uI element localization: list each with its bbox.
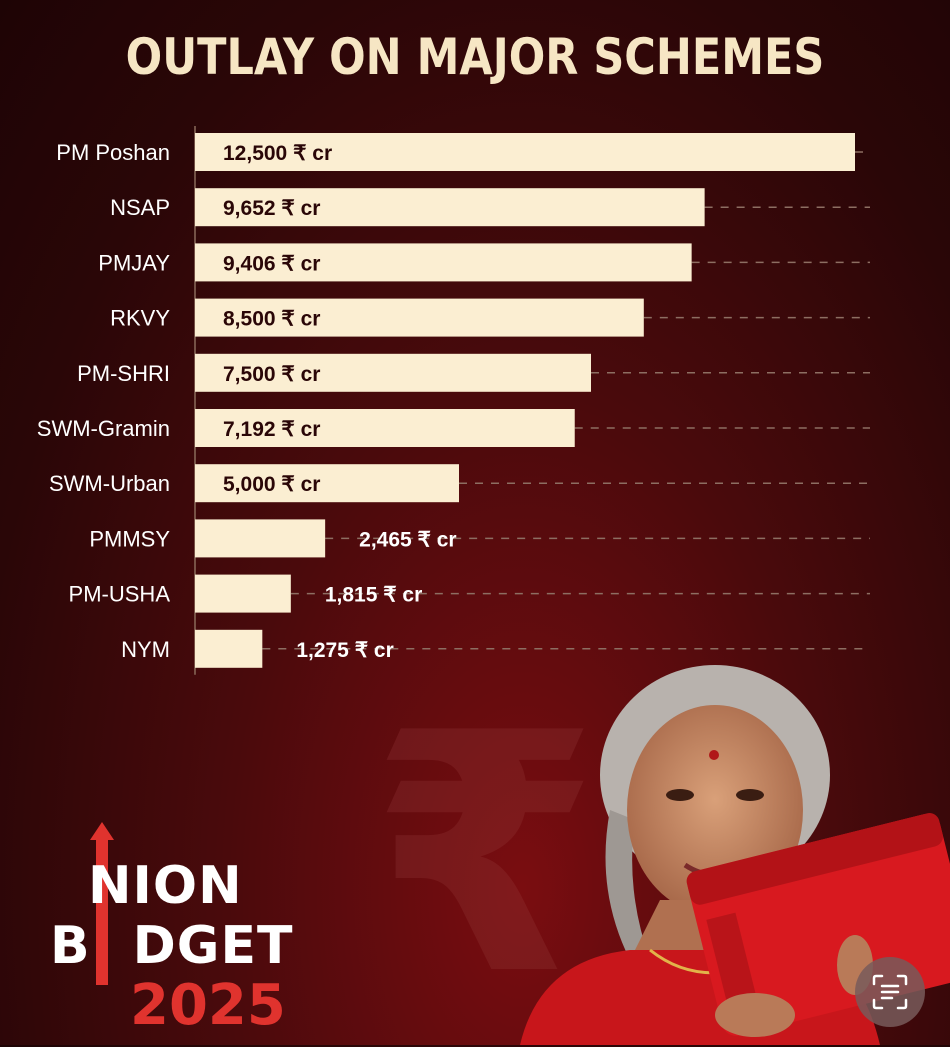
value-label: 1,275 ₹ cr	[296, 639, 393, 662]
bar-swm-gramin	[195, 409, 575, 447]
value-label: 8,500 ₹ cr	[223, 308, 320, 331]
bar-pmjay	[195, 243, 692, 282]
category-label: PM-SHRI	[77, 361, 170, 386]
category-label: RKVY	[110, 306, 170, 331]
category-label: PMMSY	[89, 526, 170, 551]
bar-pm-usha	[195, 574, 291, 613]
bar-pm-poshan	[195, 133, 855, 171]
category-label: SWM-Gramin	[37, 416, 170, 441]
union-budget-logo: NION B DGET 2025	[50, 820, 310, 1040]
value-label: 2,465 ₹ cr	[359, 528, 456, 551]
arrow-up-icon	[90, 822, 114, 985]
logo-year: 2025	[130, 973, 286, 1038]
category-label: PMJAY	[98, 250, 170, 275]
bar-nsap	[195, 188, 705, 227]
logo-line-union: NION	[88, 856, 243, 916]
text-scan-icon	[872, 974, 908, 1010]
bar-nym	[195, 629, 263, 668]
bar-swm-urban	[195, 464, 459, 503]
category-label: NSAP	[110, 195, 170, 220]
value-label: 9,406 ₹ cr	[223, 252, 320, 275]
value-label: 7,192 ₹ cr	[223, 418, 320, 441]
bar-pm-shri	[195, 353, 591, 392]
bar-rkvy	[195, 298, 644, 337]
category-label: NYM	[121, 637, 170, 662]
value-label: 12,500 ₹ cr	[223, 142, 332, 165]
bar-pmmsy	[195, 519, 326, 558]
bar-chart: PM Poshan 12,500 ₹ cr NSAP 9,652 ₹ cr PMJAY 9…	[37, 126, 870, 675]
logo-line-budget: B DGET	[50, 916, 294, 976]
value-label: 1,815 ₹ cr	[325, 584, 422, 607]
chart-title: OUTLAY ON MAJOR SCHEMES	[125, 28, 825, 86]
category-label: PM-USHA	[69, 582, 171, 607]
rupee-watermark-icon: ₹	[370, 663, 600, 1047]
category-label: PM Poshan	[56, 140, 170, 165]
category-label: SWM-Urban	[49, 471, 170, 496]
value-label: 5,000 ₹ cr	[223, 473, 320, 496]
value-label: 7,500 ₹ cr	[223, 363, 320, 386]
text-scan-button[interactable]	[855, 957, 925, 1027]
value-label: 9,652 ₹ cr	[223, 197, 320, 220]
